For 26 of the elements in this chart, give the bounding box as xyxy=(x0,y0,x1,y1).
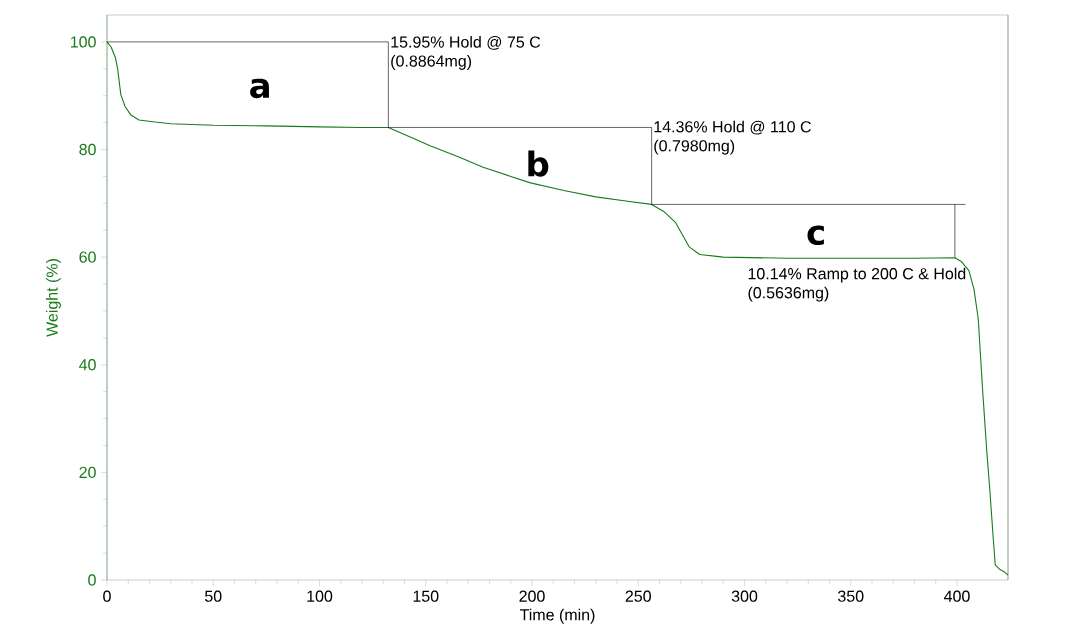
x-axis-title: Time (min) xyxy=(519,608,595,624)
x-tick-label: 250 xyxy=(625,590,651,602)
annotation: 14.36% Hold @ 110 C xyxy=(654,120,811,135)
y-axis-title: Weight (%) xyxy=(45,259,61,337)
y-tick-label: 100 xyxy=(70,36,96,48)
annotation: 10.14% Ramp to 200 C & Hold xyxy=(748,267,966,283)
annotation: a xyxy=(250,78,269,99)
y-tick-label: 60 xyxy=(79,251,96,263)
y-tick-label: 40 xyxy=(79,359,96,371)
annotation: 15.95% Hold @ 75 C xyxy=(391,35,541,50)
x-tick-label: 0 xyxy=(103,590,111,602)
y-tick-label: 0 xyxy=(88,574,96,586)
x-tick-label: 100 xyxy=(307,590,333,602)
annotation: b xyxy=(528,150,549,177)
x-tick-label: 200 xyxy=(519,590,545,602)
x-tick-label: 50 xyxy=(204,590,222,602)
annotation: (0.8864mg) xyxy=(391,54,472,70)
annotation: (0.5636mg) xyxy=(748,286,829,302)
annotation: (0.7980mg) xyxy=(654,139,735,155)
annotation: c xyxy=(807,225,824,246)
x-tick-label: 300 xyxy=(731,590,758,602)
y-tick-label: 80 xyxy=(79,143,96,156)
y-tick-label: 20 xyxy=(79,466,96,479)
x-tick-label: 350 xyxy=(838,590,864,602)
x-tick-label: 150 xyxy=(413,590,439,602)
x-tick-label: 400 xyxy=(944,590,970,602)
